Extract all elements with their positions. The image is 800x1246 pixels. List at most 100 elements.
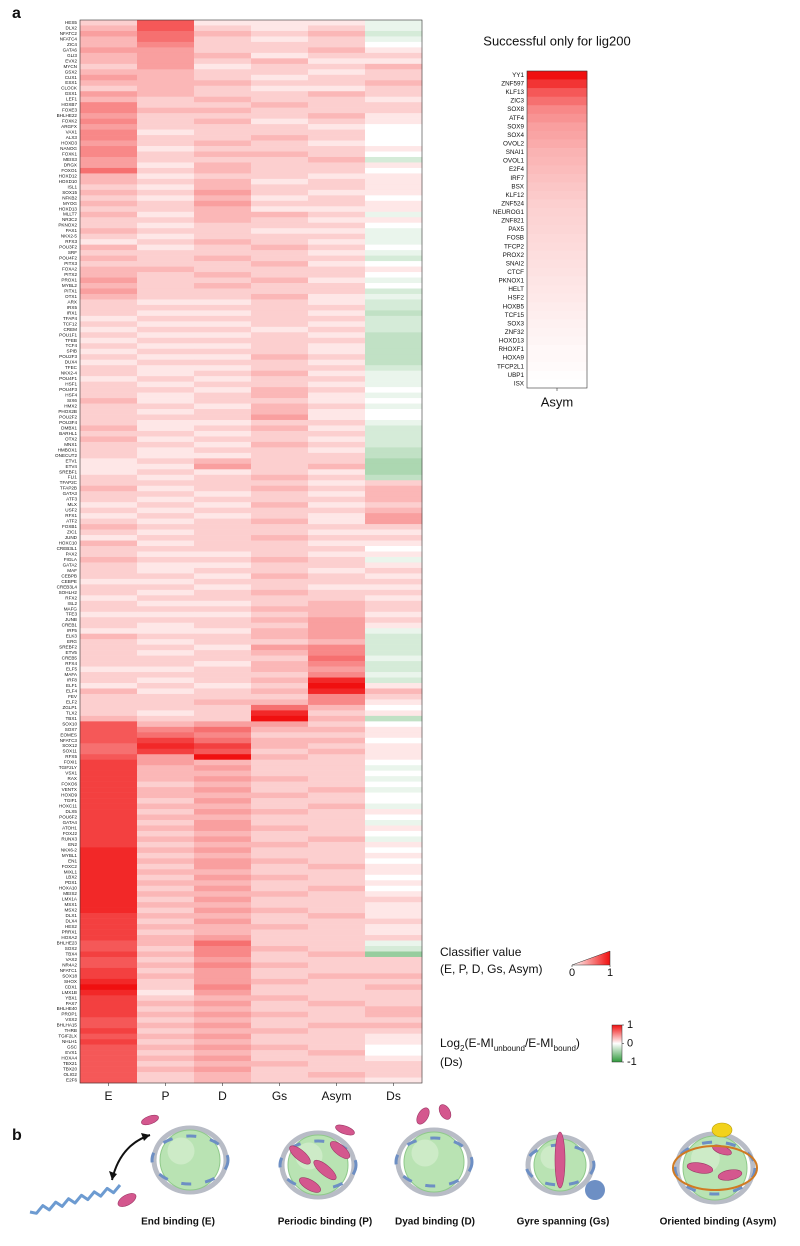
heatmap-cell: [251, 392, 309, 399]
heatmap-cell: [194, 20, 252, 26]
row-label: JUND: [65, 535, 78, 540]
row-label: ESX1: [65, 80, 77, 85]
heatmap-cell: [365, 41, 423, 48]
heatmap-cell: [80, 874, 138, 881]
heatmap-cell: [80, 217, 138, 224]
row-label: EVX2: [65, 58, 77, 63]
heatmap-cell: [308, 74, 366, 81]
heatmap-cell: [194, 63, 252, 70]
row-label: RUNX3: [61, 836, 77, 841]
heatmap-cell: [365, 502, 423, 508]
heatmap-cell: [308, 452, 366, 459]
heatmap-cell: [308, 989, 366, 996]
heatmap-cell: [251, 266, 309, 273]
heatmap-cell: [80, 699, 138, 706]
heatmap-cell: [194, 162, 252, 169]
row-label: PKNOX2: [58, 223, 77, 228]
heatmap-cell: [308, 984, 366, 991]
heatmap-cell: [365, 819, 423, 826]
row-label: ATF2: [66, 519, 77, 524]
heatmap-cell: [137, 639, 195, 645]
heatmap-cell: [365, 1077, 423, 1084]
heatmap-cell: [308, 381, 366, 388]
heatmap-cell: [251, 743, 309, 750]
heatmap-cell: [80, 666, 138, 673]
heatmap-cell: [80, 233, 138, 240]
heatmap-cell: [365, 1017, 423, 1024]
heatmap-cell: [365, 469, 423, 476]
heatmap-cell: [365, 1011, 423, 1018]
heatmap-cell: [365, 584, 423, 591]
heatmap-cell: [80, 710, 138, 717]
heatmap-cell: [80, 606, 138, 613]
heatmap-cell: [80, 80, 138, 87]
heatmap-cell: [365, 430, 423, 437]
heatmap-cell: [365, 814, 423, 821]
row-label: NR3C2: [62, 217, 78, 222]
heatmap-cell: [194, 310, 252, 317]
heatmap-cell: [194, 228, 252, 234]
heatmap-cell: [194, 474, 252, 481]
heatmap-cell: [308, 666, 366, 673]
heatmap-cell: [365, 102, 423, 108]
heatmap-cell: [251, 272, 309, 278]
heatmap-cell: [137, 189, 195, 196]
row-label: HES5: [65, 20, 77, 25]
heatmap-cell: [308, 726, 366, 733]
heatmap-cell: [251, 211, 309, 218]
heatmap-cell: [80, 781, 138, 788]
heatmap-cell: [365, 907, 423, 914]
heatmap-cell: [137, 704, 195, 711]
heatmap-cell: [194, 156, 252, 163]
heatmap-cell: [527, 199, 588, 209]
heatmap-cell: [251, 704, 309, 711]
heatmap-cell: [137, 967, 195, 974]
heatmap-cell: [251, 770, 309, 777]
heatmap-cell: [137, 929, 195, 936]
heatmap-cell: [80, 1077, 138, 1084]
heatmap-cell: [80, 1011, 138, 1018]
row-label: ZIC1: [67, 530, 77, 535]
heatmap-cell: [308, 217, 366, 224]
heatmap-cell: [137, 447, 195, 454]
row-label: POU4F3: [59, 387, 77, 392]
heatmap-cell: [80, 683, 138, 689]
heatmap-cell: [251, 693, 309, 700]
heatmap-cell: [80, 929, 138, 936]
row-label: HOXD12: [59, 173, 78, 178]
heatmap-cell: [308, 852, 366, 859]
heatmap-cell: [365, 661, 423, 667]
heatmap-cell: [365, 1028, 423, 1034]
heatmap-cell: [80, 496, 138, 503]
row-label: LMX1B: [62, 990, 77, 995]
heatmap-cell: [80, 283, 138, 289]
heatmap-cell: [137, 381, 195, 388]
heatmap-cell: [80, 737, 138, 744]
heatmap-cell: [365, 140, 423, 147]
heatmap-cell: [80, 830, 138, 837]
heatmap-cell: [137, 814, 195, 821]
heatmap-cell: [527, 268, 588, 277]
row-label: PROP1: [61, 1012, 77, 1017]
heatmap-cell: [308, 556, 366, 563]
heatmap-cell: [527, 379, 588, 389]
heatmap-cell: [80, 376, 138, 382]
heatmap-cell: [80, 222, 138, 229]
heatmap-cell: [251, 847, 309, 854]
row-label: KLF12: [505, 192, 524, 199]
row-label: OTX1: [65, 294, 77, 299]
heatmap-cell: [137, 370, 195, 377]
heatmap-cell: [194, 617, 252, 624]
heatmap-cell: [194, 140, 252, 147]
heatmap-cell: [80, 1066, 138, 1073]
heatmap-cell: [194, 836, 252, 843]
heatmap-cell: [365, 880, 423, 887]
heatmap-cell: [308, 430, 366, 437]
heatmap-cell: [308, 414, 366, 421]
heatmap-cell: [80, 96, 138, 103]
row-label: SNAI2: [506, 260, 525, 267]
heatmap-cell: [194, 1011, 252, 1018]
heatmap-cell: [137, 41, 195, 48]
heatmap-cell: [137, 1061, 195, 1067]
row-label: SNAI1: [506, 149, 525, 156]
